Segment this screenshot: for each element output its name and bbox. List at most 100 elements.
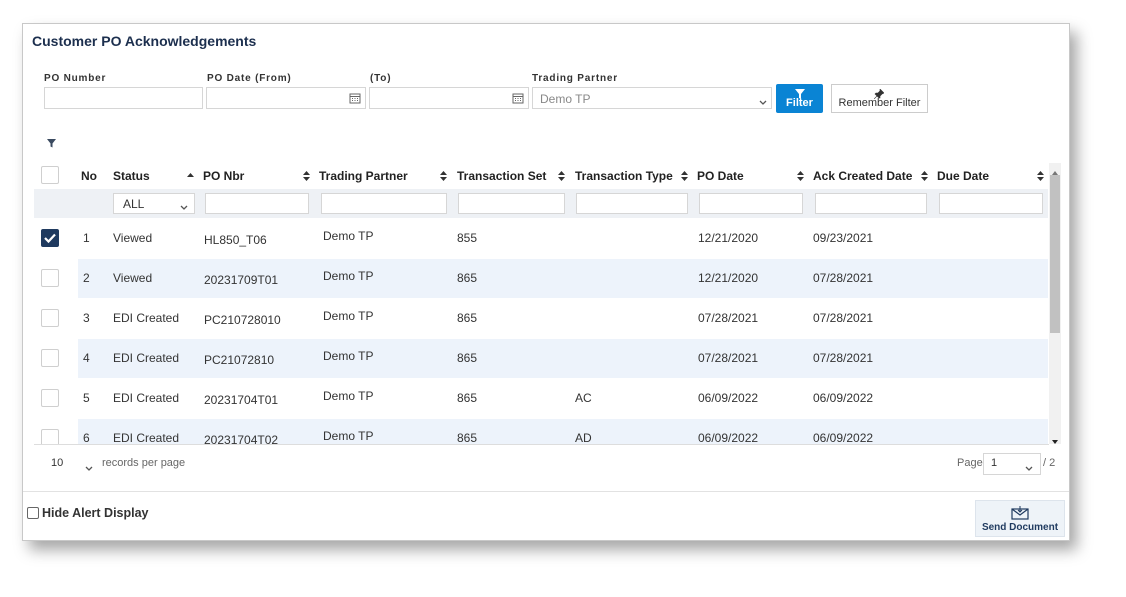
check-mark xyxy=(44,233,56,244)
table-cell: 12/21/2020 xyxy=(698,231,759,245)
table-cell: 06/09/2022 xyxy=(698,391,759,405)
row-checkbox[interactable] xyxy=(41,389,59,407)
table-cell[interactable]: HL850_T06 xyxy=(204,233,267,247)
column-header[interactable]: Due Date xyxy=(937,169,990,183)
column-header[interactable]: Status xyxy=(113,169,150,183)
table-cell[interactable]: PC210728010 xyxy=(204,313,281,327)
button-label: Remember Filter xyxy=(838,97,921,109)
row-checkbox[interactable] xyxy=(41,269,59,287)
sort-icon[interactable] xyxy=(681,170,688,181)
dropdown-caret xyxy=(180,200,188,210)
column-filter-input[interactable] xyxy=(321,193,447,214)
table-cell: 855 xyxy=(457,231,478,245)
table-cell[interactable]: 20231704T01 xyxy=(204,393,279,407)
date-input[interactable] xyxy=(206,87,366,109)
column-header[interactable]: PO Date xyxy=(697,169,744,183)
table-cell: Demo TP xyxy=(323,349,374,363)
table-cell: 5 xyxy=(83,391,90,405)
calendar-icon-svg xyxy=(349,93,361,104)
pin-icon xyxy=(873,88,885,100)
dropdown-caret-svg xyxy=(1025,466,1033,471)
table-cell[interactable]: PC21072810 xyxy=(204,353,275,367)
calendar-icon[interactable] xyxy=(512,92,524,104)
divider xyxy=(23,491,1069,492)
calendar-icon-svg xyxy=(512,93,524,104)
text-input[interactable] xyxy=(44,87,203,109)
select[interactable] xyxy=(532,87,772,109)
table-cell: Demo TP xyxy=(323,309,374,323)
sort-icon-svg xyxy=(187,173,194,177)
row-checkbox[interactable] xyxy=(41,429,59,444)
column-header[interactable]: No xyxy=(81,169,97,183)
page-size[interactable]: 10 xyxy=(51,457,64,469)
scroll-up-svg xyxy=(1052,171,1058,175)
envelope-icon xyxy=(1011,506,1029,520)
column-filter-input[interactable] xyxy=(699,193,803,214)
column-filter-input[interactable] xyxy=(576,193,688,214)
table-cell: 4 xyxy=(83,351,90,365)
label: (To) xyxy=(370,73,392,84)
table-cell: Demo TP xyxy=(323,269,374,283)
sort-icon-svg xyxy=(921,171,928,181)
dropdown-caret-svg xyxy=(85,466,93,471)
checkbox-label[interactable]: Hide Alert Display xyxy=(42,506,149,520)
checkbox[interactable] xyxy=(41,166,59,184)
label: PO Date (From) xyxy=(207,73,292,84)
table-cell[interactable]: 20231709T01 xyxy=(204,273,279,287)
dropdown-caret xyxy=(759,95,767,105)
row-checkbox[interactable] xyxy=(41,309,59,327)
row-stripe xyxy=(78,419,1048,444)
dropdown-caret xyxy=(85,461,93,471)
scrollbar-thumb[interactable] xyxy=(1050,175,1060,333)
table-cell[interactable]: 20231704T02 xyxy=(204,433,279,444)
sort-icon[interactable] xyxy=(440,170,447,181)
select-value: ALL xyxy=(123,197,145,211)
column-filter-input[interactable] xyxy=(458,193,565,214)
sort-icon-svg xyxy=(797,171,804,181)
sort-icon[interactable] xyxy=(921,170,928,181)
table-cell: Demo TP xyxy=(323,229,374,243)
table-cell: Viewed xyxy=(113,271,153,285)
sort-icon[interactable] xyxy=(558,170,565,181)
calendar-icon[interactable] xyxy=(349,92,361,104)
column-header[interactable]: PO Nbr xyxy=(203,169,245,183)
column-filter-icon[interactable] xyxy=(47,137,56,148)
scroll-down[interactable] xyxy=(1051,434,1059,444)
filter-icon-svg xyxy=(795,89,805,99)
select-value: Demo TP xyxy=(540,92,591,106)
table-cell: EDI Created xyxy=(113,311,180,325)
column-header[interactable]: Transaction Set xyxy=(457,169,547,183)
table-cell: 865 xyxy=(457,311,478,325)
table-cell: 06/09/2022 xyxy=(698,431,759,444)
column-header[interactable]: Ack Created Date xyxy=(813,169,913,183)
table-cell: 865 xyxy=(457,391,478,405)
column-filter-input[interactable] xyxy=(939,193,1043,214)
sort-icon[interactable] xyxy=(797,170,804,181)
column-header[interactable]: Trading Partner xyxy=(319,169,408,183)
sort-icon[interactable] xyxy=(1037,170,1044,181)
remember-button[interactable] xyxy=(831,84,928,113)
row-checkbox[interactable] xyxy=(41,229,59,247)
panel-title: Customer PO Acknowledgements xyxy=(32,33,257,49)
status-filter[interactable] xyxy=(113,193,195,214)
row-checkbox[interactable] xyxy=(41,349,59,367)
page-size-label: records per page xyxy=(102,457,186,469)
scroll-up[interactable] xyxy=(1051,165,1059,175)
sort-icon-svg xyxy=(1037,171,1044,181)
column-filter-input[interactable] xyxy=(815,193,927,214)
table-cell: 1 xyxy=(83,231,90,245)
label: Trading Partner xyxy=(532,73,618,84)
table-cell: 07/28/2021 xyxy=(698,351,759,365)
filter-button[interactable] xyxy=(776,84,823,113)
date-input[interactable] xyxy=(369,87,529,109)
page-total: / 2 xyxy=(1043,457,1056,469)
page-select[interactable] xyxy=(983,453,1041,475)
table-cell: EDI Created xyxy=(113,391,180,405)
column-header[interactable]: Transaction Type xyxy=(575,169,673,183)
sort-icon[interactable] xyxy=(187,170,194,180)
checkbox[interactable] xyxy=(27,507,39,519)
sort-icon[interactable] xyxy=(303,170,310,181)
table-cell: 07/28/2021 xyxy=(698,311,759,325)
column-filter-input[interactable] xyxy=(205,193,309,214)
table-cell: 06/09/2022 xyxy=(813,391,874,405)
